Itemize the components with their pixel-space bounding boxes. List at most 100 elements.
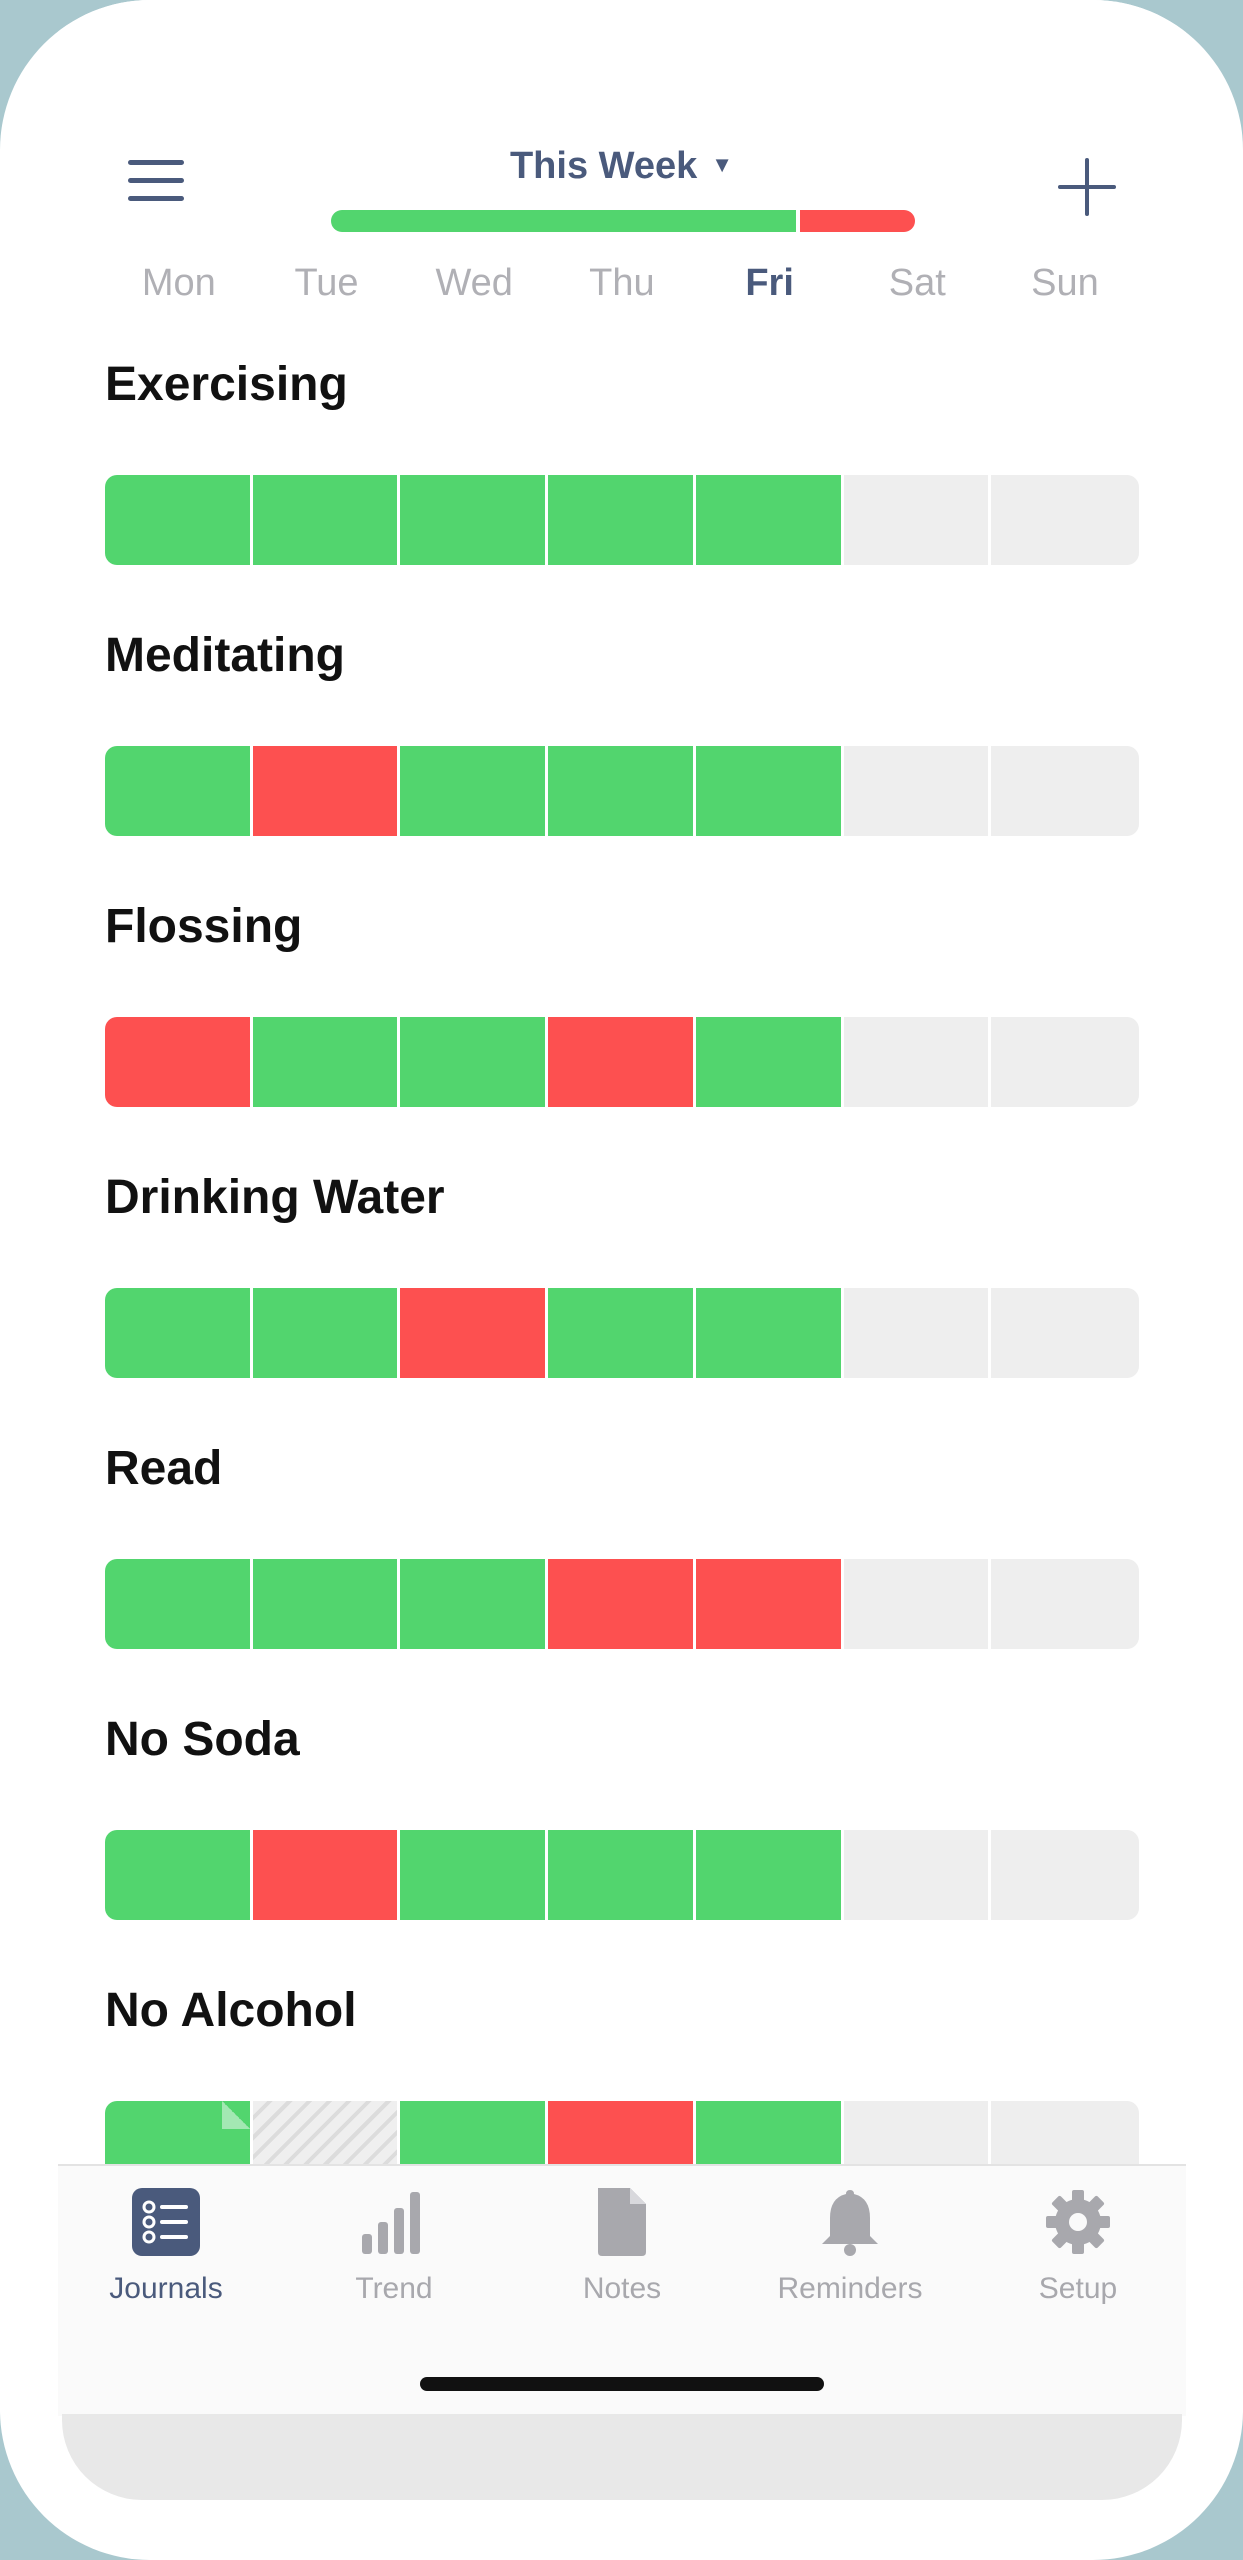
menu-icon-line <box>128 196 184 201</box>
day-cell-done[interactable] <box>695 1830 841 1920</box>
menu-icon-line <box>128 178 184 183</box>
habit-item: No Soda <box>105 1713 1139 1920</box>
day-cell-empty[interactable] <box>991 1288 1139 1378</box>
tab-label: Reminders <box>777 2272 923 2305</box>
home-indicator[interactable] <box>420 2377 824 2391</box>
tab-bar: Journals Trend Notes Reminders <box>58 2164 1186 2416</box>
tab-reminders[interactable]: Reminders <box>750 2186 950 2306</box>
habit-name[interactable]: Drinking Water <box>105 1171 445 1224</box>
day-cell-done[interactable] <box>400 1830 546 1920</box>
bottom-strip <box>62 2414 1182 2500</box>
habit-week-row <box>105 1559 1139 1649</box>
tab-label: Notes <box>582 2272 662 2305</box>
gear-icon <box>1046 2190 1110 2254</box>
day-label-fri[interactable]: Fri <box>745 262 794 304</box>
day-cell-done[interactable] <box>695 746 841 836</box>
day-label-sat[interactable]: Sat <box>888 262 946 304</box>
day-label-sun[interactable]: Sun <box>1031 262 1099 304</box>
day-cell-empty[interactable] <box>991 1017 1139 1107</box>
habit-name[interactable]: No Soda <box>105 1713 300 1766</box>
screen <box>58 0 1186 2500</box>
habit-item: Read <box>105 1442 1139 1649</box>
day-label-wed[interactable]: Wed <box>435 262 513 304</box>
day-label-tue[interactable]: Tue <box>294 262 359 304</box>
menu-icon-line <box>128 160 184 165</box>
day-cell-done[interactable] <box>400 1017 546 1107</box>
day-cell-done[interactable] <box>252 1017 398 1107</box>
day-cell-missed[interactable] <box>548 1559 693 1649</box>
habit-week-row <box>105 746 1139 836</box>
day-cell-done[interactable] <box>105 746 250 836</box>
habit-item: No Alcohol <box>105 1984 1139 2191</box>
day-cell-done[interactable] <box>548 1830 693 1920</box>
note-corner-icon <box>221 2101 250 2129</box>
day-cell-missed[interactable] <box>400 1288 546 1378</box>
habit-name[interactable]: Meditating <box>105 629 345 682</box>
day-cell-empty[interactable] <box>843 1288 989 1378</box>
day-cell-done[interactable] <box>548 746 693 836</box>
day-cell-done[interactable] <box>105 1288 250 1378</box>
habit-name[interactable]: Read <box>105 1442 223 1495</box>
habit-week-row <box>105 475 1139 565</box>
day-cell-done[interactable] <box>695 1017 841 1107</box>
day-cell-missed[interactable] <box>252 1830 398 1920</box>
day-cell-done[interactable] <box>695 1288 841 1378</box>
caret-down-icon: ▼ <box>711 152 734 177</box>
day-cell-done[interactable] <box>105 1830 250 1920</box>
day-cell-done[interactable] <box>400 475 546 565</box>
day-cell-empty[interactable] <box>843 1017 989 1107</box>
tab-label: Trend <box>355 2272 433 2305</box>
tab-label: Setup <box>1038 2272 1118 2305</box>
tab-trend[interactable]: Trend <box>294 2186 494 2306</box>
tab-label: Journals <box>109 2272 223 2305</box>
day-cell-done[interactable] <box>695 475 841 565</box>
habit-name[interactable]: Exercising <box>105 358 348 411</box>
week-progress-good <box>331 210 797 232</box>
day-cell-done[interactable] <box>400 746 546 836</box>
day-cell-missed[interactable] <box>252 746 398 836</box>
week-label: This Week <box>509 145 698 187</box>
day-cell-missed[interactable] <box>548 1017 693 1107</box>
add-habit-button[interactable] <box>1058 158 1116 216</box>
week-progress-bar <box>331 210 915 232</box>
habit-item: Drinking Water <box>105 1171 1139 1378</box>
day-label-thu[interactable]: Thu <box>589 262 655 304</box>
bell-icon <box>822 2190 878 2256</box>
day-header: Mon Tue Wed Thu Fri Sat Sun <box>105 262 1139 305</box>
document-icon <box>598 2188 646 2256</box>
day-cell-done[interactable] <box>252 1288 398 1378</box>
habit-week-row <box>105 1288 1139 1378</box>
day-cell-empty[interactable] <box>843 1830 989 1920</box>
day-cell-empty[interactable] <box>843 475 989 565</box>
week-progress-bad <box>800 210 915 232</box>
day-cell-empty[interactable] <box>991 746 1139 836</box>
tab-setup[interactable]: Setup <box>978 2186 1178 2306</box>
day-cell-empty[interactable] <box>843 1559 989 1649</box>
day-cell-done[interactable] <box>400 1559 546 1649</box>
day-cell-missed[interactable] <box>105 1017 250 1107</box>
day-cell-done[interactable] <box>252 475 398 565</box>
menu-button[interactable] <box>128 160 184 204</box>
day-cell-done[interactable] <box>548 1288 693 1378</box>
day-cell-empty[interactable] <box>843 746 989 836</box>
habit-item: Flossing <box>105 900 1139 1107</box>
habit-week-row <box>105 1017 1139 1107</box>
day-cell-done[interactable] <box>252 1559 398 1649</box>
week-selector[interactable]: This Week ▼ <box>0 145 1243 188</box>
tab-journals[interactable]: Journals <box>66 2186 266 2306</box>
tab-notes[interactable]: Notes <box>522 2186 722 2306</box>
day-cell-done[interactable] <box>105 1559 250 1649</box>
bar-chart-icon <box>362 2192 420 2254</box>
day-cell-empty[interactable] <box>991 1830 1139 1920</box>
list-icon <box>132 2188 200 2256</box>
day-cell-done[interactable] <box>548 475 693 565</box>
day-cell-missed[interactable] <box>695 1559 841 1649</box>
habit-item: Meditating <box>105 629 1139 836</box>
day-cell-empty[interactable] <box>991 1559 1139 1649</box>
day-cell-done[interactable] <box>105 475 250 565</box>
habit-name[interactable]: No Alcohol <box>105 1984 357 2037</box>
day-cell-empty[interactable] <box>991 475 1139 565</box>
day-label-mon[interactable]: Mon <box>141 262 216 304</box>
habit-name[interactable]: Flossing <box>105 900 303 953</box>
